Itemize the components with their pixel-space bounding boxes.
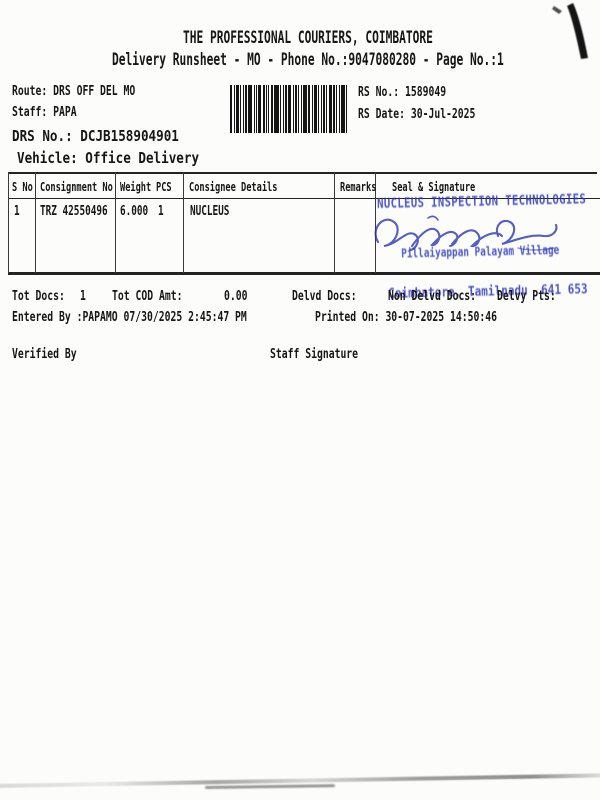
verified-by-label: Verified By (12, 347, 77, 362)
page-title: THE PROFESSIONAL COURIERS, COIMBATORE (183, 28, 433, 48)
printed-on-line: Printed On: 30-07-2025 14:50:46 (315, 310, 497, 325)
rs-no-row: RS No.: 1589049 (358, 85, 447, 100)
table-top-border (8, 172, 597, 174)
rs-no-label: RS No.: (358, 85, 400, 100)
rs-date-value: 30-Jul-2025 (410, 107, 476, 122)
route-row: Route: DRS OFF DEL MO (12, 84, 136, 99)
cell-consignee: NUCLEUS (190, 204, 230, 219)
tot-cod-label: Tot COD Amt: (112, 289, 183, 304)
col-header-consignment: Consignment No (40, 180, 113, 194)
col-header-pcs: PCS (156, 180, 172, 194)
table-header-border (8, 198, 600, 199)
cell-weight: 6.000 (120, 204, 149, 219)
non-delvd-docs-label: Non Delvd Docs: (388, 289, 477, 304)
tot-docs-label: Tot Docs: (12, 289, 65, 304)
vehicle-value: Office Delivery (85, 149, 200, 167)
table-vline (334, 172, 335, 273)
drs-no-label: DRS No.: (12, 127, 73, 145)
tot-cod-value: 0.00 (224, 289, 248, 304)
col-header-sno: S No (12, 180, 33, 194)
drs-no-value: DCJB158904901 (80, 127, 179, 145)
barcode (230, 85, 349, 133)
receiver-signature (374, 215, 558, 252)
route-label: Route: (12, 84, 48, 99)
staff-label: Staff: (12, 105, 48, 120)
cell-pcs: 1 (158, 204, 164, 219)
vehicle-row: Vehicle: Office Delivery (17, 150, 199, 167)
cell-sno: 1 (14, 204, 20, 219)
page-subtitle: Delivery Runsheet - MO - Phone No.:90470… (112, 50, 504, 70)
col-header-weight: Weight (120, 180, 152, 194)
scan-artifact-corner (552, 3, 588, 59)
table-vline (35, 172, 36, 273)
table-vline (115, 172, 116, 273)
table-bottom-border (8, 272, 600, 275)
tot-docs-value: 1 (80, 289, 86, 304)
table-vline (8, 172, 9, 273)
staff-row: Staff: PAPA (12, 105, 77, 120)
staff-value: PAPA (53, 105, 77, 120)
rs-date-label: RS Date: (358, 107, 405, 122)
cell-consignment: TRZ 42550496 (40, 204, 108, 219)
drs-no-row: DRS No.: DCJB158904901 (12, 128, 179, 145)
rs-no-value: 1589049 (404, 85, 447, 100)
staff-signature-label: Staff Signature (270, 347, 359, 362)
delvy-pts-label: Delvy Pts: (497, 289, 556, 304)
col-header-consignee: Consignee Details (189, 180, 278, 194)
route-value: DRS OFF DEL MO (53, 84, 136, 99)
table-vline (183, 172, 184, 273)
scan-fold-smudge-dark (204, 784, 336, 789)
table-vline (375, 172, 376, 273)
delvd-docs-label: Delvd Docs: (292, 289, 357, 304)
col-header-seal: Seal & Signature (392, 180, 476, 194)
vehicle-label: Vehicle: (17, 149, 78, 167)
entered-by-line: Entered By :PAPAMO 07/30/2025 2:45:47 PM (12, 310, 247, 325)
col-header-remarks: Remarks (340, 180, 377, 194)
rs-date-row: RS Date: 30-Jul-2025 (358, 107, 476, 122)
